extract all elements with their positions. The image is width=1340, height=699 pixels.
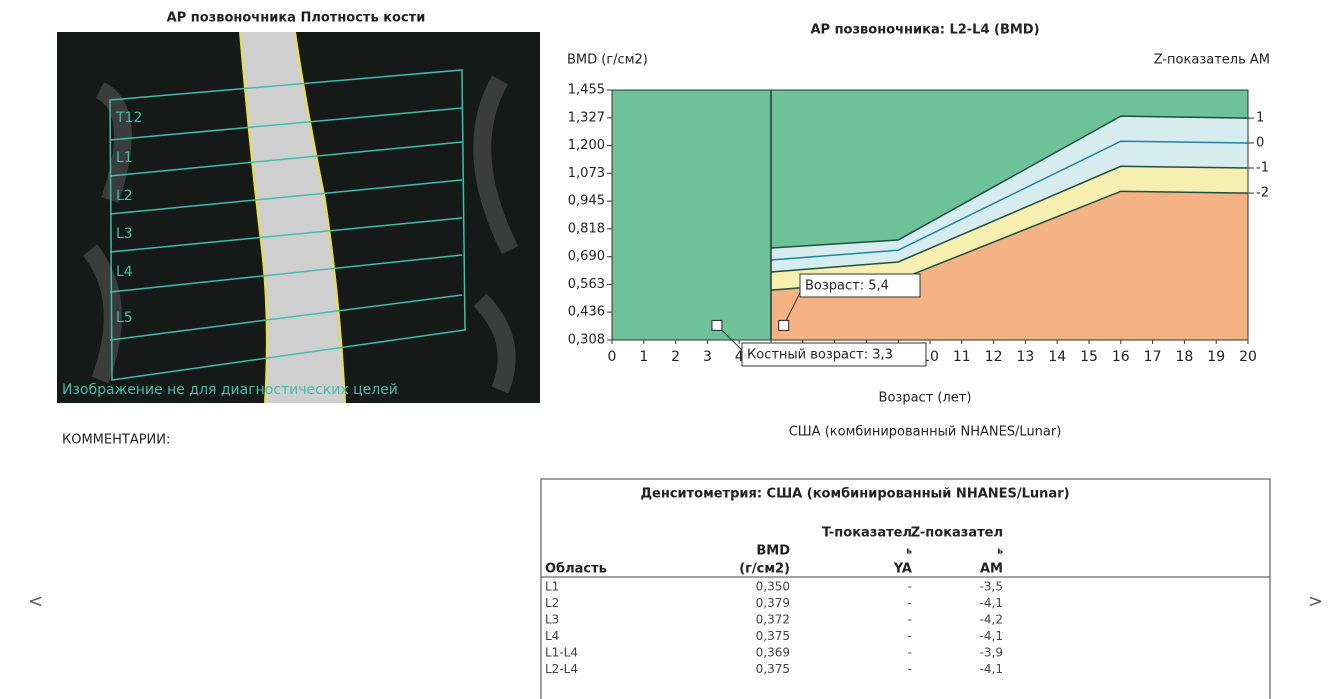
y-axis-title: BMD (г/см2) [567,53,648,68]
region-label: T12 [115,110,142,126]
table-cell: - [908,629,912,643]
z-label: -1 [1256,161,1269,176]
table-cell: L1 [545,580,559,594]
x-tick-label: 0 [608,349,617,365]
table-cell: 0,379 [756,596,790,610]
y-tick-label: 0,945 [568,194,605,209]
table-cell: - [908,613,912,627]
x-tick-label: 12 [985,349,1003,365]
point-marker [712,320,722,330]
table-cell: -4,1 [980,629,1003,643]
y-tick-label: 1,200 [568,138,605,153]
chart-subtitle: США (комбинированный NHANES/Lunar) [789,425,1062,440]
y2-axis-title: Z-показатель AM [1154,53,1270,68]
column-header: (г/см2) [739,562,790,577]
z-label: 0 [1256,135,1264,150]
y-tick-label: 0,818 [568,221,605,236]
y-tick-label: 0,563 [568,277,605,292]
column-header: ь [997,547,1003,557]
callout-label: Костный возраст: 3,3 [747,348,893,363]
y-tick-label: 1,073 [568,166,605,181]
table-title: Денситометрия: США (комбинированный NHAN… [640,487,1069,502]
prev-button[interactable]: < [28,591,43,612]
table-cell: L4 [545,629,559,643]
point-marker [779,320,789,330]
image-caption: Изображение не для диагностических целей [62,382,398,398]
y-tick-label: 0,436 [568,305,605,320]
x-tick-label: 13 [1016,349,1034,365]
x-tick-label: 3 [703,349,712,365]
region-label: L4 [116,264,133,280]
x-tick-label: 2 [671,349,680,365]
x-tick-label: 17 [1144,349,1162,365]
comments-label: КОММЕНТАРИИ: [62,433,170,448]
callout-label: Возраст: 5,4 [805,279,889,294]
table-cell: -4,1 [980,596,1003,610]
x-tick-label: 1 [639,349,648,365]
y-tick-label: 0,308 [568,333,605,348]
y-tick-label: 0,690 [568,249,605,264]
y-tick-label: 1,327 [568,110,605,125]
column-header: T-показател [822,526,912,541]
y-tick-label: 1,455 [568,83,605,98]
table-cell: 0,375 [756,629,790,643]
page: AP позвоночника Плотность кости T12 L1 L2 L… [0,0,1340,699]
table-cell: L3 [545,613,559,627]
x-axis-title: Возраст (лет) [879,391,972,406]
table-cell: -3,5 [980,580,1003,594]
x-tick-label: 19 [1207,349,1225,365]
next-button[interactable]: > [1308,591,1323,612]
column-header: Z-показател [911,526,1003,541]
table-frame [541,479,1270,699]
x-tick-label: 14 [1048,349,1066,365]
x-tick-label: 16 [1112,349,1130,365]
column-header: YA [893,562,912,577]
spine-image [57,32,540,403]
table-cell: -4,1 [980,662,1003,676]
column-header: Область [545,562,607,577]
x-tick-label: 20 [1239,349,1257,365]
table-cell: -4,2 [980,613,1003,627]
table-cell: - [908,662,912,676]
report: AP позвоночника Плотность кости T12 L1 L2 L… [0,0,1340,699]
table-cell: L1-L4 [545,646,578,660]
chart-title: AP позвоночника: L2-L4 (BMD) [810,23,1039,38]
table-cell: L2-L4 [545,662,578,676]
column-header: ь [906,547,912,557]
table-cell: -3,9 [980,646,1003,660]
table-cell: - [908,580,912,594]
table-cell: L2 [545,596,559,610]
x-tick-label: 18 [1175,349,1193,365]
table-cell: 0,369 [756,646,790,660]
x-tick-label: 15 [1080,349,1098,365]
region-label: L5 [116,310,133,326]
table-cell: - [908,596,912,610]
table-cell: 0,350 [756,580,790,594]
x-tick-label: 11 [953,349,971,365]
column-header: AM [980,562,1003,577]
region-label: L3 [116,226,133,242]
table-cell: - [908,646,912,660]
region-label: L2 [116,188,133,204]
table-cell: 0,372 [756,613,790,627]
region-label: L1 [116,150,133,166]
table-cell: 0,375 [756,662,790,676]
z-label: -2 [1256,186,1269,201]
column-header: BMD [756,544,790,559]
image-title: AP позвоночника Плотность кости [167,11,426,26]
z-label: 1 [1256,111,1264,126]
